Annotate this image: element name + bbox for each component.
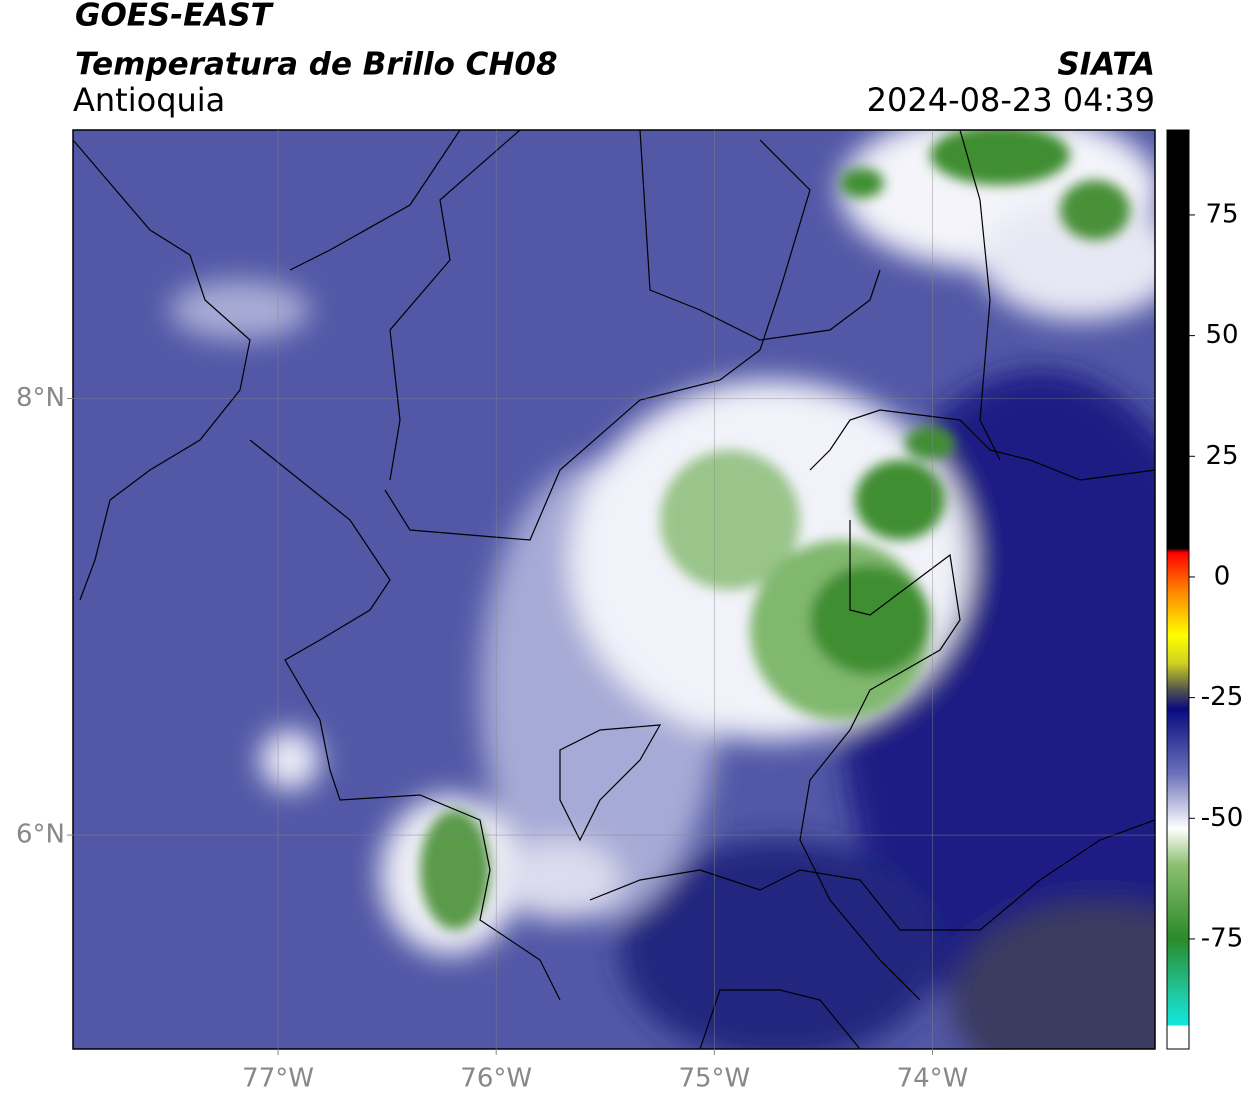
x-tick-label: 74°W <box>897 1064 969 1094</box>
colorbar <box>1166 129 1190 1050</box>
colorbar-tick-label: 25 <box>1205 441 1238 471</box>
colorbar-tick-label: -50 <box>1201 803 1243 833</box>
region: Antioquia <box>73 81 225 119</box>
datetime: 2024-08-23 04:39 <box>867 81 1155 119</box>
satellite-title: GOES-EAST <box>75 0 275 34</box>
colorbar-tick-label: -75 <box>1201 923 1243 953</box>
colorbar-tick-label: 50 <box>1205 320 1238 350</box>
x-tick-label: 77°W <box>242 1064 314 1094</box>
product-title: Temperatura de Brillo CH08 <box>75 47 558 83</box>
borders <box>73 130 1155 1049</box>
satellite-image <box>73 130 1155 1049</box>
map-frame <box>72 129 1156 1050</box>
colorbar-tick-label: -25 <box>1201 682 1243 712</box>
colorbar-tick-label: 0 <box>1214 561 1231 591</box>
colorbar-tick-label: 75 <box>1205 199 1238 229</box>
y-tick-label: 6°N <box>16 820 65 850</box>
x-tick-label: 76°W <box>460 1064 532 1094</box>
source: SIATA <box>1057 47 1155 83</box>
y-tick-label: 8°N <box>16 383 65 413</box>
x-tick-label: 75°W <box>678 1064 750 1094</box>
